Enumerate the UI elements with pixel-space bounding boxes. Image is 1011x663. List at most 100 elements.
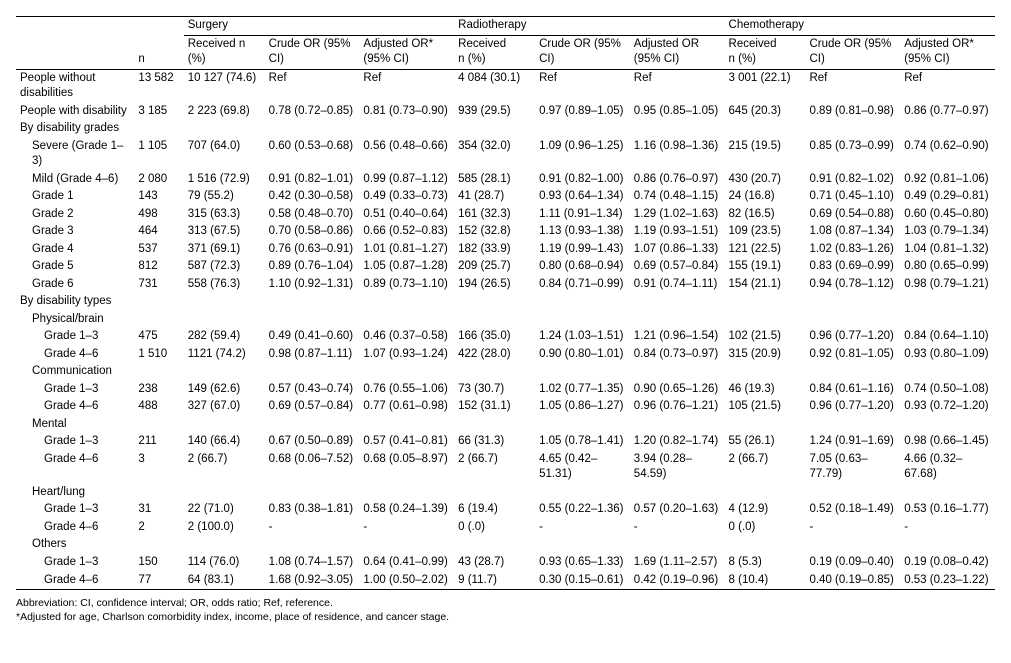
- cell: 1.08 (0.74–1.57): [265, 554, 360, 572]
- cell: [265, 120, 360, 138]
- cell: -: [900, 519, 995, 537]
- cell: 0.77 (0.61–0.98): [359, 398, 454, 416]
- cell: [630, 416, 725, 434]
- cell: 0.84 (0.71–0.99): [535, 276, 630, 294]
- cell: Grade 1–3: [16, 554, 134, 572]
- cell: Heart/lung: [16, 484, 134, 502]
- cell: 1.29 (1.02–1.63): [630, 206, 725, 224]
- cell: 0.67 (0.50–0.89): [265, 433, 360, 451]
- cell: Grade 1–3: [16, 501, 134, 519]
- cell: 0.97 (0.89–1.05): [535, 103, 630, 121]
- cell: 0.93 (0.65–1.33): [535, 554, 630, 572]
- cell: 166 (35.0): [454, 328, 535, 346]
- cell: 731: [134, 276, 183, 294]
- table-row: Others: [16, 536, 995, 554]
- table-row: Grade 4–632 (66.7)0.68 (0.06–7.52)0.68 (…: [16, 451, 995, 484]
- cell: 0.78 (0.72–0.85): [265, 103, 360, 121]
- cell: 3: [134, 451, 183, 484]
- cell: 1.02 (0.77–1.35): [535, 381, 630, 399]
- cell: [359, 363, 454, 381]
- cell: 1.08 (0.87–1.34): [805, 223, 900, 241]
- cell: [359, 416, 454, 434]
- cell: 0.60 (0.45–0.80): [900, 206, 995, 224]
- cell: [134, 536, 183, 554]
- cell: 0.93 (0.72–1.20): [900, 398, 995, 416]
- cell: 143: [134, 188, 183, 206]
- colgroup-radiotherapy: Radiotherapy: [454, 17, 724, 36]
- cell: 0.49 (0.33–0.73): [359, 188, 454, 206]
- cell: 0.69 (0.57–0.84): [630, 258, 725, 276]
- cell: 0.84 (0.61–1.16): [805, 381, 900, 399]
- cell: 1.04 (0.81–1.32): [900, 241, 995, 259]
- cell: [900, 484, 995, 502]
- cell: 1.07 (0.93–1.24): [359, 346, 454, 364]
- cell: 1.19 (0.93–1.51): [630, 223, 725, 241]
- table-row: By disability grades: [16, 120, 995, 138]
- cell: 0.95 (0.85–1.05): [630, 103, 725, 121]
- cell: 1 516 (72.9): [184, 171, 265, 189]
- cell: 0.53 (0.23–1.22): [900, 572, 995, 590]
- cell: 43 (28.7): [454, 554, 535, 572]
- cell: 558 (76.3): [184, 276, 265, 294]
- col-s-crude: Crude OR (95% CI): [265, 35, 360, 69]
- cell: 4 084 (30.1): [454, 69, 535, 103]
- cell: 1 510: [134, 346, 183, 364]
- cell: 7.05 (0.63–77.79): [805, 451, 900, 484]
- cell: 31: [134, 501, 183, 519]
- cell: 1.09 (0.96–1.25): [535, 138, 630, 171]
- cell: 354 (32.0): [454, 138, 535, 171]
- cell: 0.96 (0.77–1.20): [805, 398, 900, 416]
- cell: 315 (63.3): [184, 206, 265, 224]
- cell: [535, 536, 630, 554]
- cell: [900, 416, 995, 434]
- cell: People with disability: [16, 103, 134, 121]
- cell: 0.49 (0.41–0.60): [265, 328, 360, 346]
- cell: [900, 363, 995, 381]
- cell: 0.92 (0.81–1.05): [805, 346, 900, 364]
- cell: 1121 (74.2): [184, 346, 265, 364]
- cell: Grade 4–6: [16, 398, 134, 416]
- cell: [535, 120, 630, 138]
- cell: [535, 416, 630, 434]
- cell: 77: [134, 572, 183, 590]
- cell: 152 (32.8): [454, 223, 535, 241]
- cell: 0.53 (0.16–1.77): [900, 501, 995, 519]
- cell: 82 (16.5): [725, 206, 806, 224]
- cell: [725, 293, 806, 311]
- cell: 0.98 (0.87–1.11): [265, 346, 360, 364]
- cell: 194 (26.5): [454, 276, 535, 294]
- cell: 3 001 (22.1): [725, 69, 806, 103]
- cell: 282 (59.4): [184, 328, 265, 346]
- cell: [900, 293, 995, 311]
- cell: 0.96 (0.76–1.21): [630, 398, 725, 416]
- cell: 154 (21.1): [725, 276, 806, 294]
- cell: [134, 484, 183, 502]
- table-row: Grade 6731558 (76.3)1.10 (0.92–1.31)0.89…: [16, 276, 995, 294]
- cell: [805, 293, 900, 311]
- table-row: Grade 114379 (55.2)0.42 (0.30–0.58)0.49 …: [16, 188, 995, 206]
- cell: 1.68 (0.92–3.05): [265, 572, 360, 590]
- cell: [805, 311, 900, 329]
- cell: Grade 1–3: [16, 433, 134, 451]
- cell: 0.74 (0.50–1.08): [900, 381, 995, 399]
- cell: 371 (69.1): [184, 241, 265, 259]
- cell: [535, 293, 630, 311]
- cell: 430 (20.7): [725, 171, 806, 189]
- cell: 9 (11.7): [454, 572, 535, 590]
- cell: 1 105: [134, 138, 183, 171]
- cell: 0.74 (0.48–1.15): [630, 188, 725, 206]
- cell: -: [265, 519, 360, 537]
- cell: [805, 536, 900, 554]
- cell: Grade 1–3: [16, 381, 134, 399]
- cell: 0.42 (0.30–0.58): [265, 188, 360, 206]
- cell: 24 (16.8): [725, 188, 806, 206]
- cell: [134, 363, 183, 381]
- cell: 1.01 (0.81–1.27): [359, 241, 454, 259]
- cell: [725, 416, 806, 434]
- cell: 0.69 (0.54–0.88): [805, 206, 900, 224]
- cell: 8 (5.3): [725, 554, 806, 572]
- footnote-adjusted: *Adjusted for age, Charlson comorbidity …: [16, 610, 995, 624]
- cell: 587 (72.3): [184, 258, 265, 276]
- cell: Grade 2: [16, 206, 134, 224]
- cell: 1.11 (0.91–1.34): [535, 206, 630, 224]
